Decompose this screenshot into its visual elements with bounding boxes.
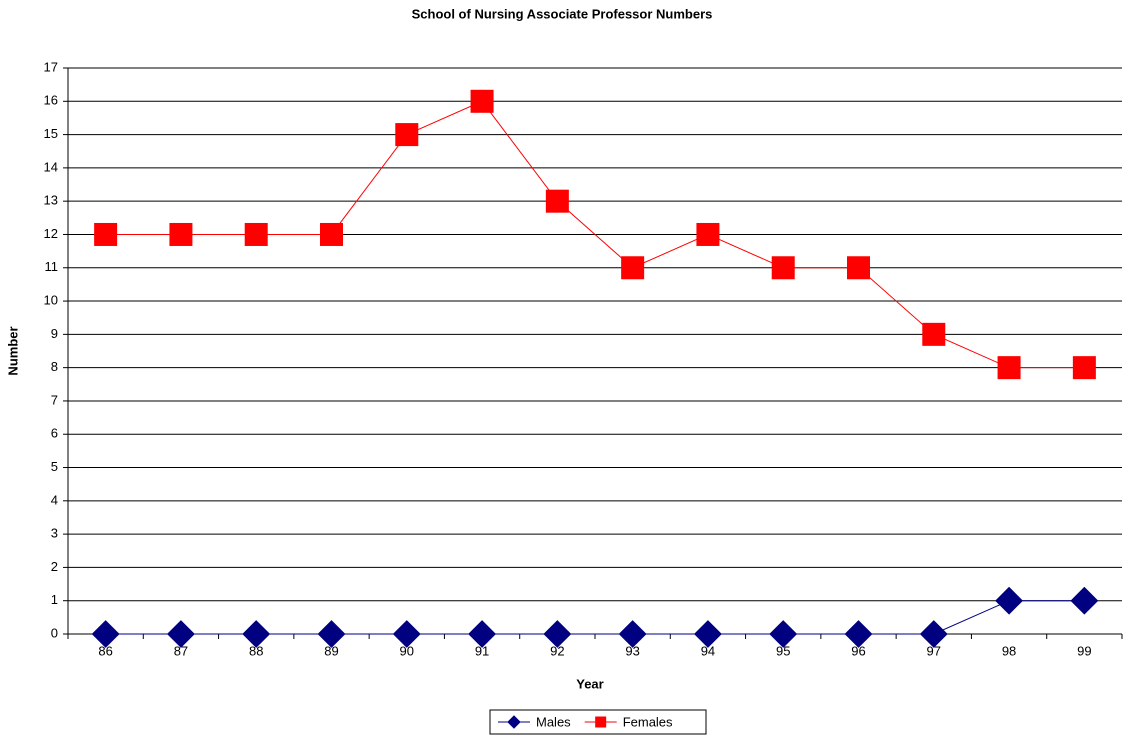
y-tick-label: 1 (51, 592, 58, 607)
data-point (91, 620, 120, 648)
data-point (244, 222, 268, 246)
data-point (94, 222, 118, 246)
data-point (545, 189, 569, 213)
x-tick-label: 93 (625, 643, 639, 658)
data-point (769, 620, 798, 648)
data-point (847, 256, 870, 280)
data-point (395, 123, 419, 147)
data-point (696, 222, 720, 246)
x-tick-label: 87 (174, 643, 188, 658)
data-point (169, 222, 193, 246)
legend-marker (507, 715, 521, 729)
y-tick-label: 0 (51, 625, 58, 640)
series-line (105, 100, 1085, 369)
x-tick-label: 91 (475, 643, 489, 658)
data-point (167, 620, 195, 648)
y-tick-label: 10 (44, 292, 58, 307)
legend-label: Males (536, 714, 571, 729)
x-tick-label: 88 (249, 643, 263, 658)
y-tick-label: 12 (44, 226, 58, 241)
x-tick-label: 86 (98, 643, 112, 658)
x-tick-label: 98 (1002, 643, 1016, 658)
data-point (919, 620, 948, 648)
x-tick-label: 99 (1077, 643, 1091, 658)
y-tick-label: 6 (51, 426, 58, 441)
x-tick-label: 89 (324, 643, 338, 658)
y-tick-label: 9 (51, 326, 58, 341)
data-point (392, 620, 421, 648)
y-tick-label: 11 (45, 259, 59, 274)
y-tick-label: 8 (51, 359, 58, 374)
x-tick-label: 97 (927, 643, 941, 658)
chart-title: School of Nursing Associate Professor Nu… (412, 6, 713, 21)
data-point (317, 620, 346, 648)
y-tick-label: 17 (44, 59, 58, 74)
data-point (771, 256, 795, 280)
data-point (1070, 586, 1099, 615)
y-tick-label: 14 (44, 159, 58, 174)
legend-marker (595, 716, 607, 728)
x-axis-title: Year (576, 676, 603, 691)
data-point (694, 620, 722, 648)
data-point (1072, 356, 1096, 380)
y-tick-label: 7 (51, 392, 58, 407)
data-point (242, 620, 271, 648)
y-tick-label: 13 (44, 193, 58, 208)
x-tick-label: 90 (400, 643, 414, 658)
data-point (997, 356, 1021, 380)
x-tick-label: 92 (550, 643, 564, 658)
y-tick-label: 2 (51, 559, 58, 574)
data-point (543, 620, 572, 648)
data-point (922, 322, 946, 346)
data-point (470, 89, 494, 113)
legend-label: Females (623, 714, 673, 729)
data-point (320, 222, 343, 246)
data-point (621, 256, 645, 280)
y-tick-label: 16 (44, 93, 58, 108)
data-point (618, 620, 647, 648)
data-point (844, 620, 873, 648)
y-axis-title: Number (5, 326, 20, 375)
data-point (468, 620, 496, 648)
y-tick-label: 3 (51, 526, 58, 541)
y-tick-label: 5 (51, 459, 58, 474)
x-tick-label: 94 (701, 643, 715, 658)
x-tick-label: 95 (776, 643, 790, 658)
y-tick-label: 4 (51, 492, 58, 507)
data-point (995, 586, 1023, 615)
legend: Males Females (489, 709, 707, 735)
x-tick-label: 96 (851, 643, 865, 658)
y-tick-label: 15 (44, 126, 58, 141)
